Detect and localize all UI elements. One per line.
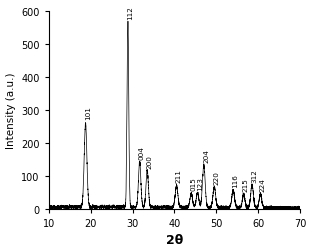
Text: 123: 123 — [197, 177, 203, 191]
Text: 312: 312 — [251, 168, 257, 182]
Text: 015: 015 — [190, 177, 196, 191]
Text: 220: 220 — [213, 170, 219, 184]
Text: 116: 116 — [232, 174, 238, 187]
Text: 211: 211 — [175, 168, 182, 182]
Text: 004: 004 — [139, 146, 144, 160]
Text: 224: 224 — [260, 177, 266, 191]
Text: 101: 101 — [85, 106, 91, 120]
Text: 204: 204 — [203, 148, 209, 162]
Text: 112: 112 — [127, 6, 133, 19]
Y-axis label: Intensity (a.u.): Intensity (a.u.) — [6, 72, 16, 148]
Text: 215: 215 — [243, 177, 249, 191]
Text: 200: 200 — [146, 154, 152, 168]
X-axis label: 2θ: 2θ — [166, 234, 183, 246]
